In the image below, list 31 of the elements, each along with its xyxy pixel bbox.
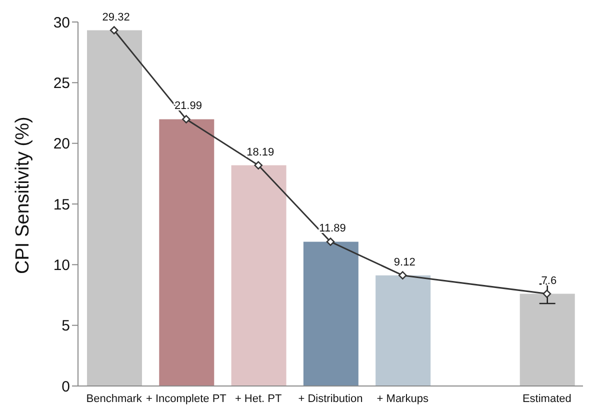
x-tick-label: Benchmark <box>86 392 142 405</box>
y-tick-label: 30 <box>53 14 70 32</box>
y-tick-label: 10 <box>53 256 70 274</box>
bar <box>520 294 575 386</box>
x-tick-label: + Het. PT <box>234 392 282 405</box>
data-label: 29.32 <box>102 11 130 24</box>
point <box>398 271 407 280</box>
point <box>110 26 118 34</box>
y-tick-label: 15 <box>53 196 70 214</box>
data-label: 18.19 <box>246 146 274 158</box>
data-label: 11.89 <box>319 222 346 235</box>
bar <box>231 165 286 386</box>
x-tick-label: + Markups <box>376 392 429 405</box>
y-tick-label: 5 <box>62 318 70 335</box>
point <box>182 115 190 124</box>
bar <box>87 30 142 386</box>
x-tick-label: + Distribution <box>298 392 363 405</box>
data-label: 9.12 <box>394 256 416 268</box>
point <box>326 238 335 246</box>
y-tick-label: 20 <box>53 136 70 153</box>
y-tick-label: 0 <box>62 378 70 396</box>
point <box>254 161 263 170</box>
bar <box>376 275 431 386</box>
data-label: 21.99 <box>174 100 202 112</box>
bar <box>303 242 358 386</box>
y-axis-title: CPI Sensitivity (%) <box>12 116 34 274</box>
bar <box>159 119 214 386</box>
x-tick-label: Estimated <box>522 392 572 405</box>
x-tick-label: + Incomplete PT <box>146 392 227 405</box>
y-tick-label: 25 <box>53 74 70 92</box>
point <box>542 290 552 298</box>
